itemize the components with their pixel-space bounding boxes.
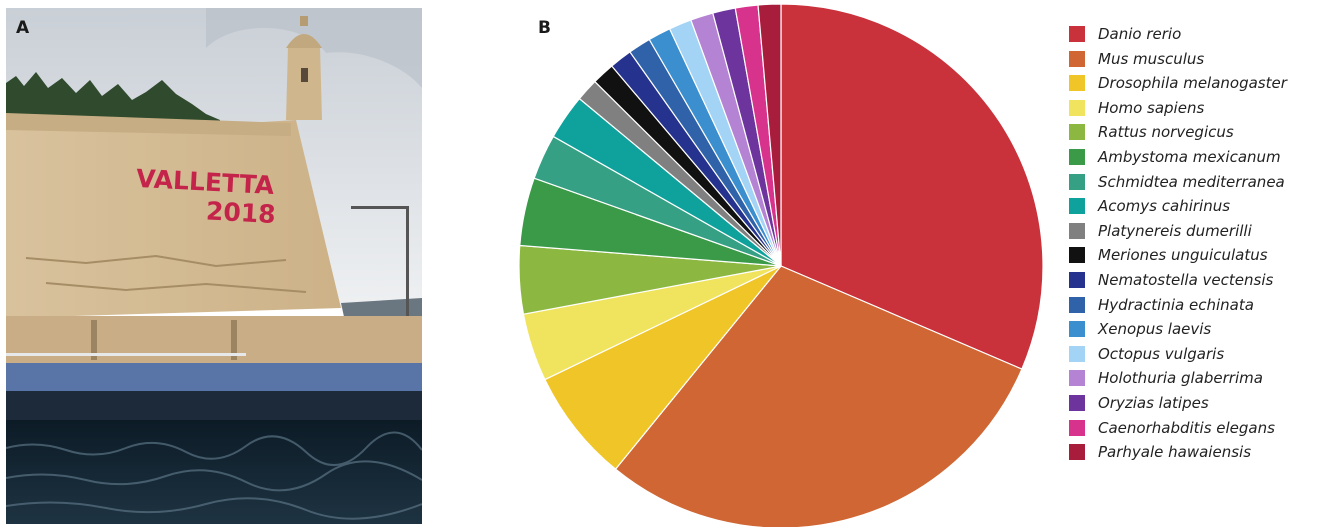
pier-shadow [6,391,422,421]
quay-railing [6,353,246,356]
legend-item: Oryzias latipes [1069,391,1333,416]
legend-swatch [1069,444,1085,461]
legend-swatch [1069,271,1085,288]
legend-item: Meriones unguiculatus [1069,243,1333,268]
pie-slice-danio-rerio [780,3,1044,370]
photo-cloud [206,8,422,88]
legend-label: Platynereis dumerilli [1098,221,1252,240]
legend-label: Homo sapiens [1098,98,1205,117]
legend-swatch [1069,198,1085,215]
lamp-post [406,208,409,358]
legend-item: Parhyale hawaiensis [1069,440,1333,465]
wall-cracks [25,254,307,293]
lamp-arm [351,206,409,209]
legend-label: Mus musculus [1098,49,1205,68]
panel-a-label: A [16,18,30,38]
sign-line1: VALLETTA [135,164,275,200]
legend-swatch [1069,148,1085,165]
legend-item: Rattus norvegicus [1069,120,1333,145]
legend-swatch [1069,99,1085,116]
legend-swatch [1069,419,1085,436]
legend-label: Danio rerio [1098,25,1182,43]
legend-swatch [1069,50,1085,67]
pie-legend: Danio rerio Mus musculus Drosophila melano… [1069,22,1333,465]
species-pie-chart [518,3,1044,527]
quay-block-divider-2 [231,320,237,360]
legend-swatch [1069,321,1085,338]
legend-swatch [1069,222,1085,239]
legend-label: Schmidtea mediterranea [1098,172,1285,191]
sign-line2: 2018 [205,196,276,229]
legend-swatch [1069,173,1085,190]
watchtower-cap [300,16,308,26]
panel-b-label: B [538,18,551,38]
legend-swatch [1069,26,1085,42]
legend-label: Parhyale hawaiensis [1098,443,1252,462]
watchtower-window [301,68,308,82]
quay-block-divider [91,320,97,360]
legend-label: Caenorhabditis elegans [1098,418,1275,437]
legend-item: Nematostella vectensis [1069,268,1333,293]
pie-slice-mus-musculus [614,265,1023,527]
legend-item: Homo sapiens [1069,96,1333,121]
legend-label: Oryzias latipes [1098,393,1209,412]
legend-swatch [1069,247,1085,264]
legend-label: Xenopus laevis [1098,320,1212,339]
legend-item: Platynereis dumerilli [1069,219,1333,244]
quay-blocks [6,316,422,364]
legend-swatch [1069,345,1085,362]
legend-label: Nematostella vectensis [1098,270,1274,289]
legend-item: Ambystoma mexicanum [1069,145,1333,170]
fortress-wall [6,118,341,318]
legend-item: Caenorhabditis elegans [1069,416,1333,441]
legend-swatch [1069,370,1085,387]
legend-item: Danio rerio [1069,22,1333,47]
legend-item: Mus musculus [1069,47,1333,72]
legend-label: Hydractinia echinata [1098,295,1254,314]
sea-ripples [6,431,422,520]
watchtower-dome [286,34,322,48]
legend-item: Octopus vulgaris [1069,342,1333,367]
legend-swatch [1069,296,1085,313]
legend-label: Rattus norvegicus [1098,123,1234,142]
legend-label: Meriones unguiculatus [1098,246,1268,265]
pier-deck [6,363,422,391]
legend-swatch [1069,394,1085,411]
legend-swatch [1069,124,1085,141]
legend-item: Schmidtea mediterranea [1069,170,1333,195]
legend-label: Drosophila melanogaster [1098,74,1287,93]
legend-label: Holothuria glaberrima [1098,369,1263,388]
legend-item: Holothuria glaberrima [1069,366,1333,391]
legend-item: Drosophila melanogaster [1069,71,1333,96]
legend-label: Ambystoma mexicanum [1098,147,1281,166]
fortress-parapet [6,113,291,136]
legend-swatch [1069,75,1085,92]
pie-slice-drosophila-melanogaster [544,265,782,470]
legend-label: Acomys cahirinus [1098,197,1231,216]
legend-item: Xenopus laevis [1069,317,1333,342]
valletta-photo: VALLETTA 2018 [6,8,422,524]
legend-item: Hydractinia echinata [1069,293,1333,318]
legend-item: Acomys cahirinus [1069,194,1333,219]
legend-label: Octopus vulgaris [1098,344,1225,363]
watchtower [286,46,322,120]
pie-slice-parhyale-hawaiensis [757,3,782,267]
